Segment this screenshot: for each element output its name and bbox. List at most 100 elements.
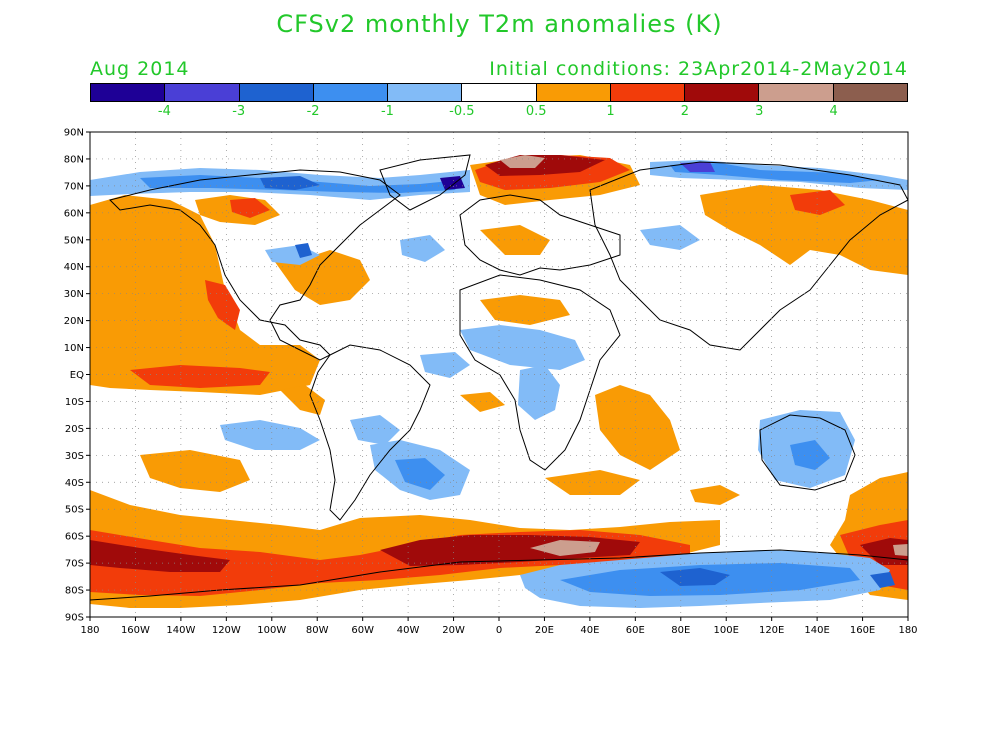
australia-outline bbox=[759, 414, 856, 491]
latitude-label: 80S bbox=[65, 586, 84, 597]
latitude-label: 60S bbox=[65, 532, 84, 543]
colorbar-swatch bbox=[536, 84, 611, 101]
colorbar-swatch bbox=[685, 84, 760, 101]
latitude-label: 80N bbox=[64, 154, 84, 165]
south-america-outline bbox=[309, 344, 431, 521]
latitude-label: 30N bbox=[64, 289, 84, 300]
colorbar-label: 1 bbox=[606, 104, 615, 119]
antarctica-outline bbox=[90, 549, 908, 601]
longitude-label: 180 bbox=[80, 625, 99, 636]
colorbar-label: 2 bbox=[680, 104, 690, 119]
longitude-label: 100E bbox=[714, 625, 739, 636]
colorbar-swatch bbox=[833, 84, 907, 101]
warm-anomaly-extreme-south bbox=[530, 540, 600, 556]
longitude-label: 180 bbox=[898, 625, 917, 636]
warm-anomaly-tasman bbox=[690, 485, 740, 505]
colorbar-label: -2 bbox=[306, 104, 320, 119]
warm-anomaly-very-strong-weddell bbox=[90, 540, 230, 572]
colorbar-swatch bbox=[388, 84, 463, 101]
longitude-label: 20W bbox=[442, 625, 465, 636]
warm-anomaly-strong-california bbox=[205, 280, 240, 330]
latitude-label: 90N bbox=[64, 128, 84, 139]
cold-anomaly-east-siberian-strong bbox=[670, 163, 880, 183]
asia-outline bbox=[589, 161, 908, 351]
latitude-label: 20S bbox=[65, 424, 84, 435]
latitude-label: 50N bbox=[64, 235, 84, 246]
africa-outline bbox=[459, 274, 621, 471]
coastlines bbox=[90, 154, 908, 601]
colorbar-label: 3 bbox=[755, 104, 764, 119]
latitude-label: 70S bbox=[65, 559, 84, 570]
warm-anomaly-extreme-ross bbox=[893, 544, 908, 556]
colorbar-swatch bbox=[239, 84, 314, 101]
colorbar-label: -1 bbox=[380, 104, 394, 119]
warm-anomaly-south-africa-east bbox=[545, 470, 640, 495]
cold-anomaly-east-siberian-core bbox=[680, 162, 715, 172]
longitude-label: 80E bbox=[671, 625, 690, 636]
warm-anomaly-east-pacific bbox=[280, 385, 325, 415]
cold-anomaly-north-atlantic bbox=[400, 235, 445, 262]
colorbar-swatch bbox=[610, 84, 686, 101]
longitude-label: 20E bbox=[535, 625, 554, 636]
cold-anomaly-antarctica-core bbox=[660, 568, 730, 586]
cold-anomaly-south-pacific bbox=[220, 420, 320, 450]
longitude-label: 60W bbox=[351, 625, 374, 636]
longitude-label: 80W bbox=[306, 625, 329, 636]
cold-anomaly-brazil bbox=[350, 415, 400, 445]
greenland-outline bbox=[379, 154, 471, 211]
warm-anomaly-north-pacific bbox=[90, 195, 320, 395]
latitude-label: 40S bbox=[65, 478, 84, 489]
longitude-label: 120W bbox=[212, 625, 241, 636]
colorbar-label: -3 bbox=[232, 104, 246, 119]
chart-title: CFSv2 monthly T2m anomalies (K) bbox=[276, 10, 723, 38]
longitude-label: 140W bbox=[166, 625, 195, 636]
warm-anomaly-extreme-arctic bbox=[500, 155, 545, 168]
north-america-outline bbox=[109, 169, 401, 361]
europe-outline bbox=[459, 194, 621, 276]
cold-anomaly-hudson-bay bbox=[295, 243, 312, 258]
colorbar-label: 4 bbox=[829, 104, 838, 119]
longitude-label: 60E bbox=[626, 625, 645, 636]
warm-anomaly-south-indian bbox=[595, 385, 680, 470]
latitude-label: 10S bbox=[65, 397, 84, 408]
latitude-label: EQ bbox=[70, 370, 84, 381]
colorbar-swatch bbox=[759, 84, 834, 101]
latitude-label: 40N bbox=[64, 262, 84, 273]
latitude-label: 10N bbox=[64, 343, 84, 354]
colorbar-label: 0.5 bbox=[525, 104, 547, 119]
longitude-label: 40E bbox=[580, 625, 599, 636]
cold-anomaly-arctic-core-1 bbox=[260, 176, 320, 190]
longitude-label: 120E bbox=[759, 625, 784, 636]
longitude-label: 140E bbox=[804, 625, 829, 636]
valid-month: Aug 2014 bbox=[90, 58, 190, 80]
longitude-label: 160E bbox=[850, 625, 875, 636]
warm-anomaly-strong-equatorial-pacific bbox=[130, 365, 270, 388]
latitude-label: 50S bbox=[65, 505, 84, 516]
colorbar-swatch bbox=[462, 84, 537, 101]
longitude-label: 0 bbox=[496, 625, 502, 636]
colorbar-label: -4 bbox=[157, 104, 171, 119]
axis-ticks: 90N 80N 70N 60N 50N 40N 30N 20N 10N EQ 10S 20S 30S 40… bbox=[64, 128, 918, 637]
warm-anomaly-south-atlantic bbox=[460, 392, 505, 412]
latitude-label: 20N bbox=[64, 316, 84, 327]
latitude-label: 70N bbox=[64, 181, 84, 192]
warm-anomaly-siberia bbox=[700, 185, 908, 275]
longitude-label: 100W bbox=[257, 625, 286, 636]
cold-anomaly-east-asia bbox=[640, 225, 700, 250]
cold-anomaly-africa bbox=[518, 365, 560, 420]
warm-anomaly-south-pacific bbox=[140, 450, 250, 492]
warm-anomaly-sargasso bbox=[480, 295, 570, 325]
longitude-label: 160W bbox=[121, 625, 150, 636]
cold-anomaly-bering bbox=[870, 572, 895, 588]
initial-conditions: Initial conditions: 23Apr2014-2May2014 bbox=[489, 58, 908, 80]
latitude-label: 30S bbox=[65, 451, 84, 462]
longitude-label: 40W bbox=[397, 625, 420, 636]
graticule bbox=[89, 131, 909, 618]
colorbar-label: -0.5 bbox=[449, 104, 475, 119]
colorbar-swatch bbox=[313, 84, 389, 101]
colorbar bbox=[90, 83, 908, 102]
latitude-label: 90S bbox=[65, 613, 84, 624]
warm-anomaly-north-atlantic-east bbox=[480, 225, 550, 255]
cold-anomaly-tropical-atlantic-east bbox=[420, 352, 470, 378]
